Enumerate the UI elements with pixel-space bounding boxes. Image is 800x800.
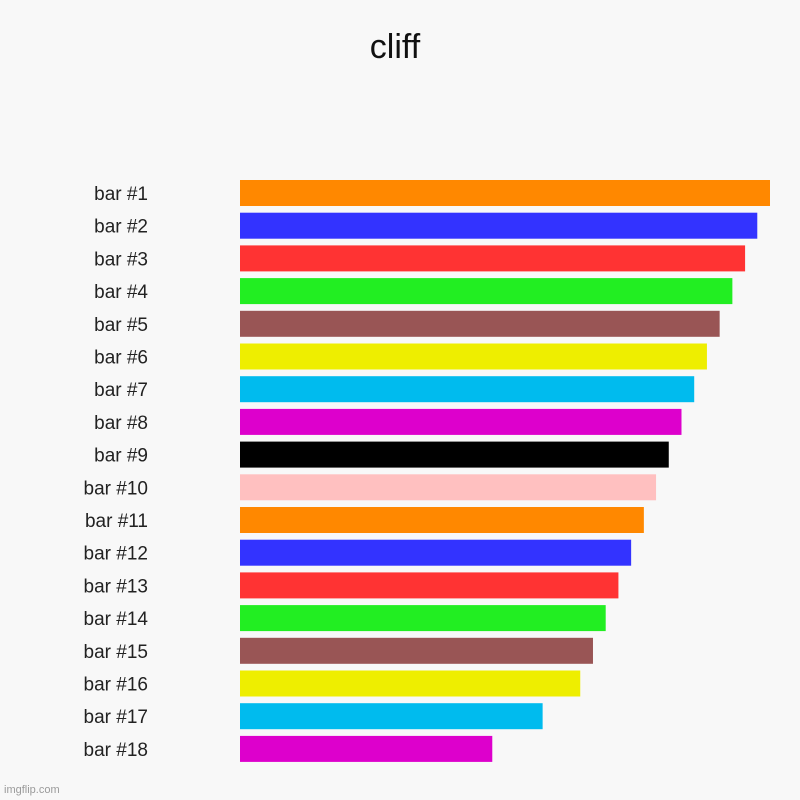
bar-18	[240, 735, 493, 762]
category-label-12: bar #12	[84, 544, 148, 565]
category-label-10: bar #10	[84, 478, 148, 499]
bar-2	[240, 212, 758, 239]
category-label-4: bar #4	[94, 282, 148, 303]
category-label-2: bar #2	[94, 217, 148, 238]
category-label-1: bar #1	[94, 184, 148, 205]
bar-7	[240, 376, 695, 403]
bar-5	[240, 310, 720, 337]
bar-1	[240, 180, 770, 206]
bar-3	[240, 245, 746, 272]
bar-8	[240, 408, 682, 435]
bar-16	[240, 670, 581, 697]
category-label-15: bar #15	[84, 642, 148, 663]
category-label-3: bar #3	[94, 249, 148, 270]
category-label-6: bar #6	[94, 348, 148, 369]
category-label-5: bar #5	[94, 315, 148, 336]
category-label-11: bar #11	[85, 511, 148, 532]
bar-6	[240, 343, 707, 370]
category-label-13: bar #13	[84, 576, 148, 597]
category-label-9: bar #9	[94, 446, 148, 467]
bar-11	[240, 507, 644, 533]
bar-15	[240, 637, 593, 664]
category-label-14: bar #14	[84, 609, 149, 630]
bar-13	[240, 572, 619, 599]
category-label-17: bar #17	[84, 707, 148, 728]
chart-title: cliff	[369, 28, 421, 66]
bar-10	[240, 474, 657, 501]
bar-12	[240, 539, 632, 566]
category-label-8: bar #8	[94, 413, 148, 434]
bar-14	[240, 605, 606, 632]
bar-9	[240, 441, 669, 468]
category-label-18: bar #18	[84, 740, 148, 761]
category-label-7: bar #7	[94, 380, 148, 401]
category-label-16: bar #16	[84, 675, 148, 696]
watermark-text: imgflip.com	[4, 784, 60, 796]
bar-17	[240, 703, 543, 730]
bar-4	[240, 278, 733, 305]
